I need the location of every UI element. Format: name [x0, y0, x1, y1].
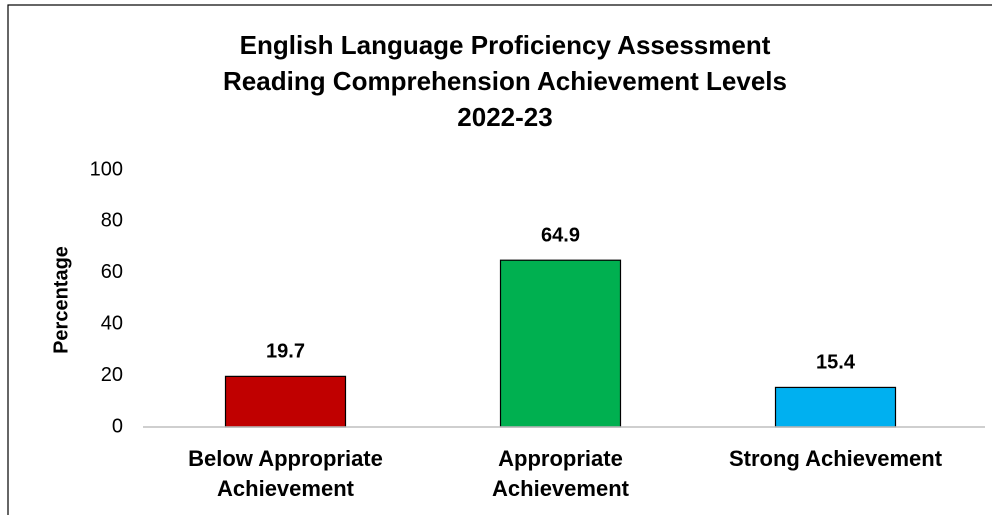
y-tick-label: 60: [101, 261, 123, 283]
y-tick-label: 40: [101, 312, 123, 334]
bar: [499, 259, 622, 428]
data-label: 15.4: [816, 352, 856, 374]
data-label: 64.9: [541, 224, 580, 246]
bar: [774, 386, 897, 428]
x-tick-label: Appropriate Achievement: [492, 446, 629, 501]
x-tick-label: Below Appropriate Achievement: [188, 446, 383, 501]
y-tick-label: 80: [101, 210, 123, 232]
chart-title: Reading Comprehension Achievement Levels: [223, 66, 787, 96]
chart-title: 2022-23: [457, 102, 552, 132]
y-tick-label: 100: [90, 158, 123, 180]
bar: [224, 375, 347, 428]
x-tick-label: Strong Achievement: [728, 446, 943, 471]
chart-border: [7, 4, 992, 515]
y-tick-label: 20: [101, 364, 123, 386]
y-axis-label: Percentage: [50, 246, 72, 354]
y-tick-label: 0: [112, 415, 123, 437]
data-label: 19.7: [266, 341, 305, 363]
chart-title: English Language Proficiency Assessment: [240, 30, 771, 60]
